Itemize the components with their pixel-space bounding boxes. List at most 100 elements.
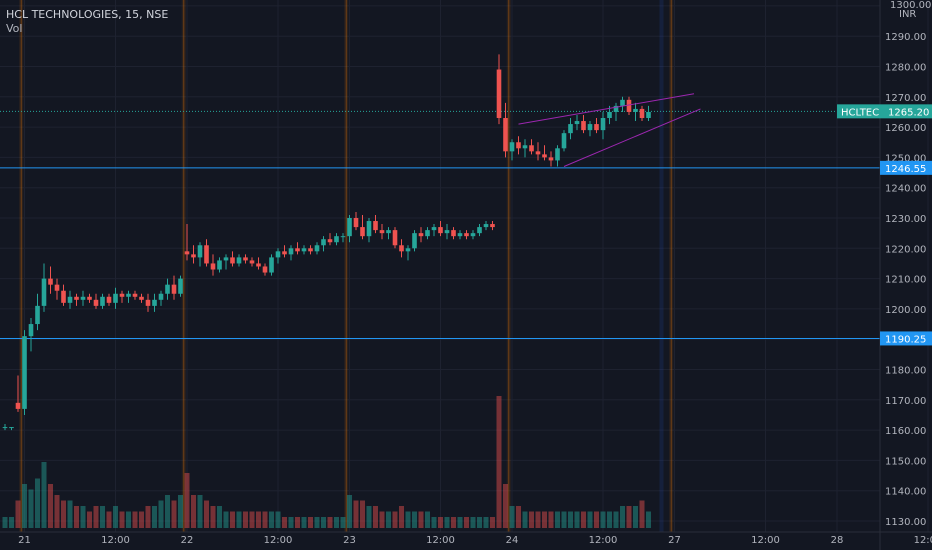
volume-bar [87, 511, 92, 528]
volume-bar [581, 511, 586, 528]
candle [256, 263, 261, 267]
candle [197, 245, 203, 258]
volume-bar [607, 511, 612, 528]
volume-bar [373, 506, 378, 528]
volume-bar [496, 396, 502, 528]
candle [470, 233, 476, 237]
volume-bar [321, 517, 326, 528]
x-tick-label: 21 [18, 535, 31, 546]
candle [340, 236, 346, 238]
candle [633, 108, 638, 112]
y-tick-label: 1300.00 [890, 0, 931, 11]
candle [223, 257, 229, 261]
candle [509, 142, 515, 152]
price-label: 1246.55 [885, 164, 926, 175]
candle [373, 221, 378, 231]
x-tick-label: 12:00 [914, 535, 932, 546]
volume-bar [334, 517, 339, 528]
candle [503, 118, 508, 152]
candle [399, 245, 404, 252]
volume-bar [236, 511, 242, 528]
volume-bar [230, 511, 235, 528]
candle [496, 69, 502, 119]
volume-bar [243, 511, 248, 528]
volume-bar [191, 495, 196, 528]
y-tick-label: 1160.00 [885, 426, 926, 437]
volume-bar [392, 511, 398, 528]
volume-bar [470, 517, 476, 528]
candle [334, 236, 339, 243]
volume-bar [620, 506, 625, 528]
candle [152, 299, 157, 306]
volume-bar [132, 511, 138, 528]
volume-bar [256, 511, 261, 528]
candle [301, 248, 307, 252]
volume-bar [106, 511, 112, 528]
volume-bar [386, 511, 391, 528]
candle [594, 124, 599, 131]
x-tick-label: 12:00 [101, 535, 130, 546]
volume-bar [633, 506, 638, 528]
volume-bar [509, 506, 515, 528]
y-tick-label: 1130.00 [885, 517, 926, 528]
symbol-title: HCL TECHNOLOGIES, 15, NSE [6, 8, 169, 21]
volume-bar [269, 511, 274, 528]
session-band [19, 0, 24, 532]
y-tick-label: 1200.00 [885, 305, 926, 316]
volume-bar [165, 495, 170, 528]
candle [236, 257, 242, 264]
candle [139, 296, 144, 300]
candle [87, 296, 92, 300]
candle [158, 293, 164, 300]
volume-bar [503, 484, 508, 528]
candle [574, 121, 580, 125]
candle [126, 293, 131, 297]
volume-bar [100, 506, 105, 528]
x-tick-label: 12:00 [426, 535, 455, 546]
candle [392, 230, 398, 246]
candle [587, 124, 593, 131]
candle [178, 278, 183, 294]
volume-bar [360, 500, 365, 528]
candle [613, 105, 619, 112]
volume-bar [405, 511, 411, 528]
volume-bar [262, 511, 268, 528]
candle [15, 402, 21, 409]
candle [321, 239, 326, 246]
volume-bar [574, 511, 580, 528]
y-tick-label: 1210.00 [885, 275, 926, 286]
y-tick-label: 1140.00 [885, 487, 926, 498]
candle [542, 154, 547, 158]
y-tick-label: 1150.00 [885, 456, 926, 467]
volume-bar [54, 495, 60, 528]
volume-bar [626, 506, 632, 528]
candle [35, 305, 40, 325]
trendline [563, 108, 701, 167]
candle [184, 251, 190, 255]
volume-bar [490, 517, 495, 528]
candle [438, 227, 443, 234]
volume-bar [444, 517, 450, 528]
candle [366, 221, 372, 237]
volume-bar [67, 500, 73, 528]
volume-bar [139, 511, 144, 528]
volume-bar [542, 511, 547, 528]
candle [28, 324, 34, 337]
volume-bar [561, 511, 567, 528]
candle [516, 142, 521, 149]
candle [425, 230, 430, 237]
candle [171, 284, 177, 294]
last-price-value: 1265.20 [888, 107, 929, 118]
volume-bar [308, 517, 313, 528]
volume-bar [249, 511, 255, 528]
volume-bar [327, 517, 333, 528]
session-band [344, 0, 349, 532]
candle [165, 284, 170, 294]
volume-bar [314, 517, 320, 528]
volume-bar [48, 484, 53, 528]
volume-bar [548, 511, 554, 528]
candle [535, 151, 541, 155]
candle [522, 145, 528, 149]
